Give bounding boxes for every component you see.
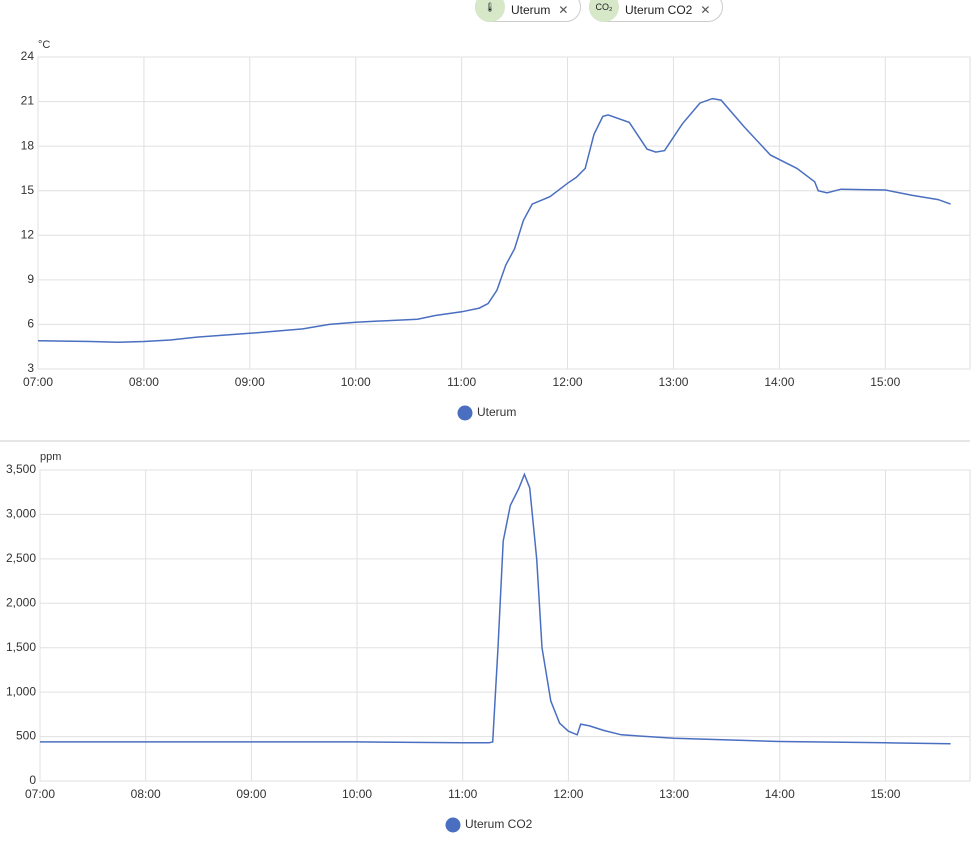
y-tick-label: 1,000 [6, 684, 36, 698]
entity-chip[interactable]: 🌡 Uterum ✕ [475, 0, 581, 22]
y-tick-label: 15 [21, 183, 35, 197]
x-tick-label: 13:00 [659, 787, 689, 801]
y-tick-label: 6 [27, 317, 34, 331]
legend-label: Uterum CO2 [465, 817, 533, 831]
y-tick-label: 3,500 [6, 462, 36, 476]
y-tick-label: 3,000 [6, 507, 36, 521]
page: 🌡 Uterum ✕ CO₂ Uterum CO2 ✕ °C 3 6 9 12 15 18 2… [0, 0, 971, 833]
plot-area [39, 469, 971, 782]
y-unit: °C [38, 39, 50, 51]
chip-label: Uterum CO2 [625, 3, 693, 17]
thermometer-icon: 🌡 [475, 0, 505, 22]
x-tick-label: 12:00 [553, 787, 583, 801]
x-tick-label: 07:00 [25, 787, 55, 801]
y-tick-label: 12 [21, 227, 35, 241]
legend-marker [445, 817, 461, 833]
y-tick-label: 0 [29, 773, 36, 787]
x-tick-label: 11:00 [448, 787, 477, 801]
x-tick-label: 09:00 [236, 787, 266, 801]
x-tick-label: 08:00 [129, 375, 159, 389]
y-tick-label: 2,000 [6, 595, 36, 609]
x-tick-label: 13:00 [658, 375, 688, 389]
x-tick-label: 09:00 [235, 375, 265, 389]
y-tick-label: 500 [16, 729, 36, 743]
x-tick-label: 07:00 [23, 375, 53, 389]
y-tick-label: 1,500 [6, 640, 36, 654]
x-tick-label: 15:00 [870, 787, 900, 801]
x-tick-label: 14:00 [764, 375, 794, 389]
plot-area [37, 56, 971, 370]
x-tick-label: 10:00 [342, 787, 372, 801]
charts: °C 3 6 9 12 15 18 21 24 07:00 08:00 09:00 10:00 11:00… [0, 39, 971, 833]
line [40, 472, 951, 745]
y-tick-label: 24 [21, 49, 35, 63]
y-unit: ppm [40, 451, 61, 463]
legend-marker [457, 405, 473, 421]
legend-label: Uterum [477, 405, 516, 419]
chip-label: Uterum [511, 3, 551, 17]
y-tick-label: 21 [21, 94, 35, 108]
remove-chip[interactable]: ✕ [558, 3, 569, 17]
remove-chip[interactable]: ✕ [700, 3, 711, 17]
entity-chip[interactable]: CO₂ Uterum CO2 ✕ [589, 0, 723, 22]
y-tick-label: 2,500 [6, 551, 36, 565]
y-tick-label: 9 [27, 272, 34, 286]
y-tick-label: 18 [21, 138, 35, 152]
x-tick-label: 08:00 [131, 787, 161, 801]
y-tick-label: 3 [27, 361, 34, 375]
x-tick-label: 11:00 [447, 375, 476, 389]
x-tick-label: 14:00 [765, 787, 795, 801]
x-tick-label: 12:00 [553, 375, 583, 389]
co2-icon: CO₂ [589, 0, 619, 22]
line [37, 97, 951, 344]
x-tick-label: 10:00 [341, 375, 371, 389]
x-tick-label: 15:00 [870, 375, 900, 389]
